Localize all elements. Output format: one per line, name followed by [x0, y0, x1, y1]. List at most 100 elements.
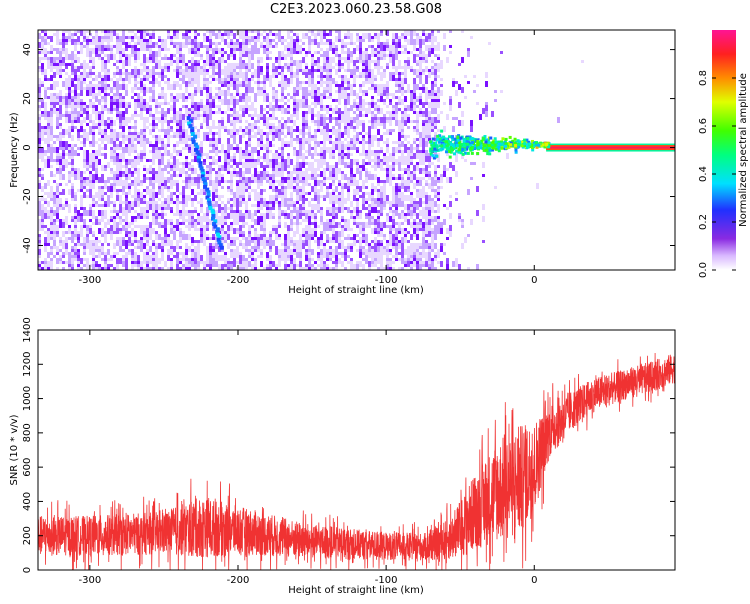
- noise-cell: [251, 36, 254, 42]
- noise-cell: [245, 108, 248, 114]
- noise-cell: [86, 30, 89, 33]
- noise-cell: [113, 231, 116, 234]
- noise-cell: [143, 39, 146, 42]
- noise-cell: [104, 129, 107, 132]
- noise-cell: [176, 165, 179, 171]
- noise-cell: [233, 153, 236, 156]
- noise-cell: [137, 153, 140, 156]
- noise-cell: [326, 96, 329, 99]
- noise-cell: [200, 99, 203, 102]
- noise-cell: [245, 204, 248, 210]
- noise-cell: [260, 81, 263, 84]
- noise-cell: [326, 267, 329, 270]
- noise-cell: [200, 42, 203, 48]
- noise-cell: [155, 78, 158, 84]
- noise-cell: [122, 192, 125, 195]
- noise-cell: [218, 72, 221, 78]
- noise-cell: [218, 171, 221, 174]
- noise-cell: [317, 111, 320, 117]
- noise-cell: [239, 252, 242, 255]
- noise-cell: [68, 30, 71, 33]
- noise-cell: [98, 120, 101, 123]
- noise-cell: [299, 267, 302, 270]
- noise-cell: [62, 81, 65, 87]
- noise-cell: [341, 189, 344, 192]
- noise-cell: [140, 33, 143, 39]
- noise-cell: [323, 180, 326, 183]
- noise-cell: [62, 156, 65, 159]
- noise-cell: [224, 33, 227, 36]
- noise-cell: [197, 246, 200, 249]
- noise-cell: [242, 267, 245, 270]
- noise-cell: [125, 225, 128, 228]
- noise-cell: [167, 33, 170, 36]
- noise-cell: [311, 264, 314, 267]
- noise-cell: [146, 189, 149, 195]
- noise-cell: [197, 102, 200, 105]
- noise-cell: [242, 162, 245, 168]
- noise-cell: [245, 45, 248, 48]
- noise-cell: [305, 141, 308, 144]
- noise-cell: [362, 84, 365, 87]
- noise-cell: [242, 243, 245, 249]
- noise-cell: [299, 39, 302, 42]
- noise-cell: [50, 213, 53, 219]
- noise-cell: [98, 204, 101, 207]
- noise-cell: [275, 57, 278, 60]
- noise-cell: [239, 171, 242, 177]
- noise-cell: [248, 96, 251, 102]
- noise-cell: [266, 267, 269, 270]
- noise-cell: [296, 210, 299, 216]
- noise-cell: [68, 36, 71, 39]
- noise-cell: [251, 153, 254, 156]
- noise-cell: [173, 114, 176, 120]
- noise-cell: [269, 57, 272, 60]
- noise-cell: [329, 147, 332, 150]
- noise-cell: [353, 195, 356, 201]
- noise-cell: [347, 177, 350, 180]
- noise-cell: [110, 177, 113, 180]
- noise-cell: [173, 108, 176, 114]
- noise-cell: [209, 30, 212, 33]
- noise-cell: [281, 171, 284, 174]
- noise-cell: [347, 141, 350, 147]
- noise-cell: [155, 177, 158, 183]
- noise-cell: [362, 105, 365, 111]
- noise-cell: [125, 162, 128, 165]
- noise-cell: [308, 252, 311, 255]
- noise-cell: [368, 87, 371, 90]
- noise-cell: [275, 171, 278, 177]
- noise-cell: [272, 144, 275, 147]
- noise-cell: [83, 72, 86, 78]
- noise-cell: [257, 66, 260, 69]
- noise-cell: [290, 228, 293, 231]
- noise-cell: [185, 261, 188, 264]
- noise-cell: [290, 132, 293, 135]
- noise-cell: [317, 252, 320, 255]
- noise-cell: [170, 210, 173, 213]
- noise-cell: [263, 30, 266, 33]
- noise-cell: [149, 48, 152, 54]
- noise-cell: [332, 261, 335, 264]
- noise-cell: [215, 78, 218, 81]
- noise-cell: [188, 219, 191, 222]
- noise-cell: [176, 174, 179, 177]
- noise-cell: [191, 165, 194, 168]
- noise-cell: [359, 246, 362, 249]
- noise-cell: [350, 75, 353, 78]
- noise-cell: [353, 93, 356, 96]
- noise-cell: [185, 195, 188, 198]
- noise-cell: [347, 36, 350, 39]
- noise-cell: [104, 60, 107, 63]
- noise-cell: [221, 201, 224, 204]
- noise-cell: [77, 51, 80, 54]
- noise-cell: [98, 72, 101, 78]
- noise-cell: [182, 255, 185, 261]
- noise-cell: [347, 165, 350, 168]
- noise-cell: [206, 126, 209, 129]
- noise-cell: [158, 225, 161, 228]
- noise-cell: [266, 57, 269, 60]
- noise-cell: [170, 84, 173, 90]
- noise-cell: [266, 105, 269, 108]
- noise-cell: [200, 144, 203, 147]
